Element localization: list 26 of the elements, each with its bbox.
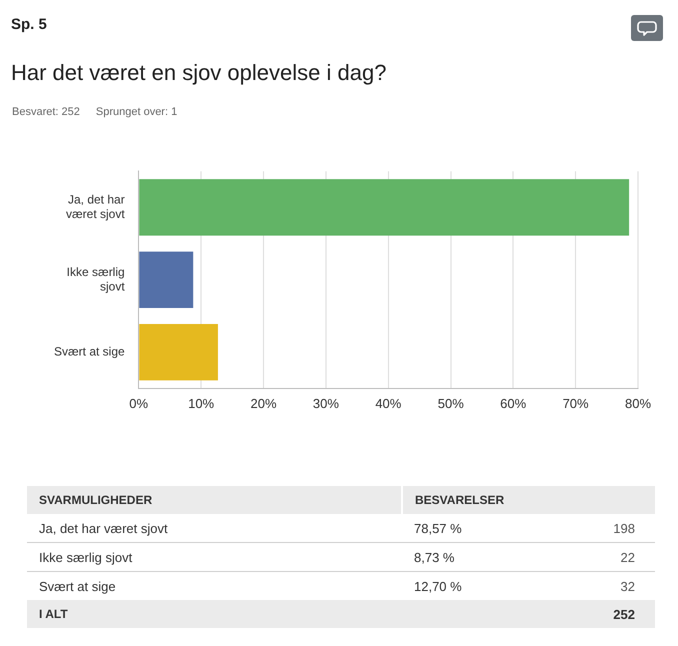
x-tick-label: 0%: [129, 396, 149, 411]
x-tick-label: 20%: [250, 396, 277, 411]
chart-title: Har det været en sjov oplevelse i dag?: [11, 60, 386, 86]
x-tick-label: 70%: [562, 396, 590, 411]
table-total-row: I ALT 252: [27, 600, 655, 628]
table-header-cell: SVARMULIGHEDER: [27, 486, 402, 514]
x-tick-label: 30%: [312, 396, 340, 411]
text: 8,73 %: [413, 548, 456, 566]
text: 198: [612, 520, 636, 538]
text: Sp. 5: [11, 16, 47, 33]
x-tick-label: 80%: [624, 396, 652, 411]
x-tick-label: 60%: [500, 396, 527, 411]
text: 12,70 %: [413, 578, 463, 596]
text: 32: [620, 578, 636, 596]
y-tick-label: Ja, det har været sjovt: [66, 192, 126, 221]
y-tick-label: Svært at sige: [54, 344, 126, 359]
text: Besvaret: 252: [12, 106, 80, 118]
x-tick-label: 40%: [375, 396, 402, 411]
text: Sprunget over: 1: [96, 106, 178, 118]
table-header-cell: BESVARELSER: [402, 486, 655, 514]
text: 78,57 %: [413, 520, 463, 538]
category-label: Svært at sige: [39, 578, 116, 594]
x-tick-label: 10%: [188, 396, 215, 411]
text: 22: [620, 548, 636, 566]
y-tick-label: Ikke særlig sjovt: [66, 264, 126, 294]
x-tick-label: 50%: [438, 396, 464, 411]
